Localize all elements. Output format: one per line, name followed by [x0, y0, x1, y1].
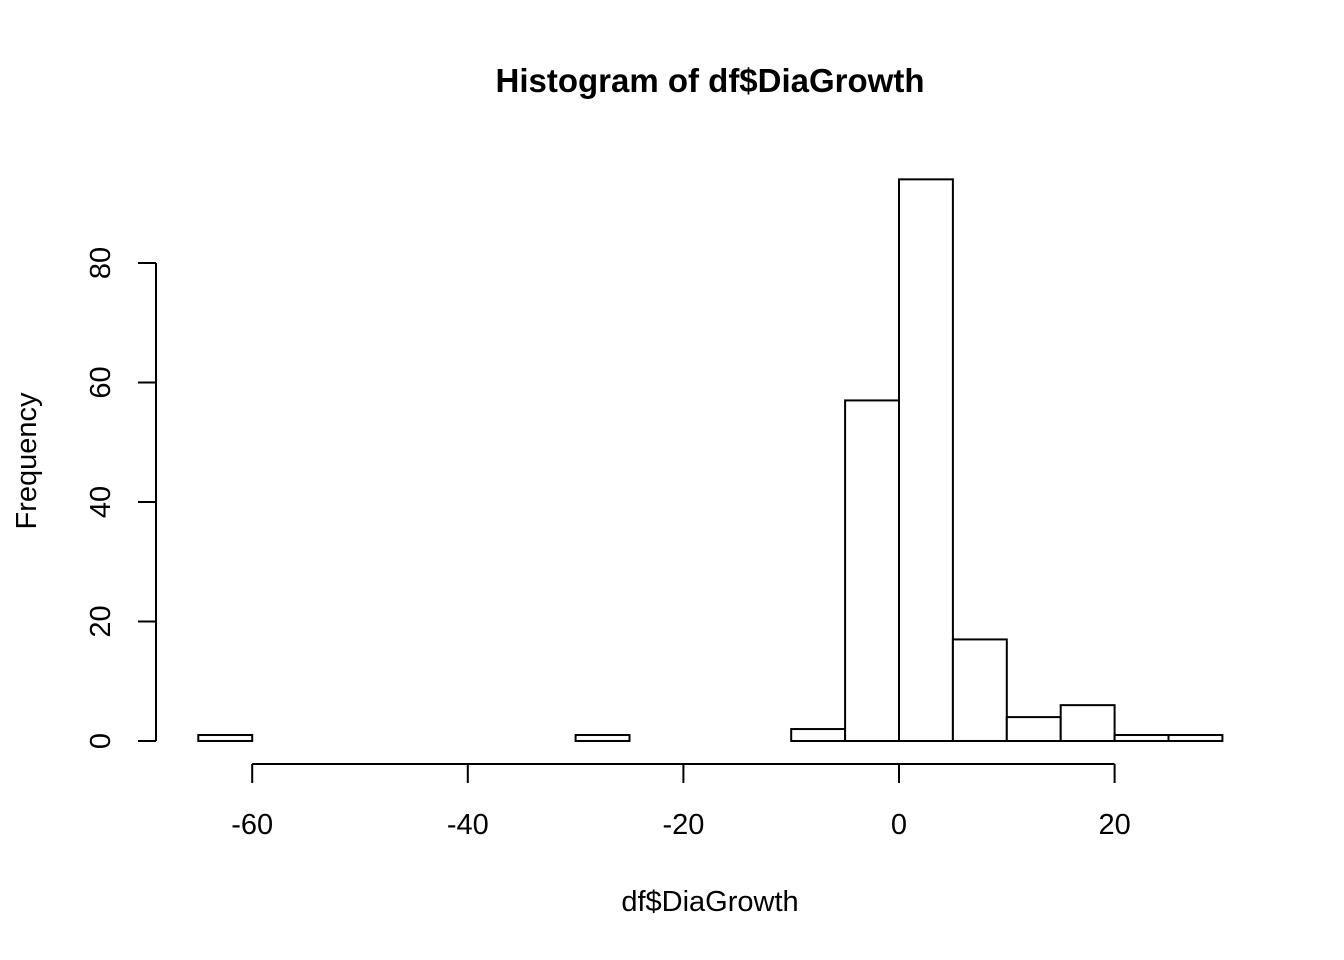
histogram-bar	[1005, 716, 1062, 742]
histogram-bar	[1167, 734, 1224, 742]
histogram-bar	[951, 638, 1008, 742]
histogram-bar	[844, 399, 900, 742]
x-tick-label: 20	[1098, 809, 1130, 841]
x-tick-label: -60	[231, 809, 273, 841]
y-axis-label: Frequency	[11, 392, 43, 530]
histogram-bar	[898, 178, 954, 743]
histogram-bar	[574, 734, 631, 742]
histogram-bar	[790, 728, 847, 742]
histogram-bar	[197, 734, 254, 742]
x-tick-label: -40	[447, 809, 489, 841]
y-tick-label: 20	[85, 605, 117, 637]
histogram-bar	[1113, 734, 1170, 742]
x-tick-label: -20	[662, 809, 704, 841]
y-tick-label: 60	[85, 366, 117, 398]
y-axis: 0 20 40 60 80	[85, 247, 157, 749]
x-tick-label: 0	[891, 809, 907, 841]
y-tick-label: 80	[85, 247, 117, 279]
y-tick-label: 0	[85, 733, 117, 749]
histogram-bars	[197, 178, 1224, 743]
x-axis-label: df$DiaGrowth	[621, 886, 798, 918]
x-axis: -60 -40 -20 0 20	[231, 763, 1131, 841]
chart-title: Histogram of df$DiaGrowth	[495, 62, 924, 99]
histogram-bar	[1059, 704, 1116, 743]
y-tick-label: 40	[85, 486, 117, 518]
